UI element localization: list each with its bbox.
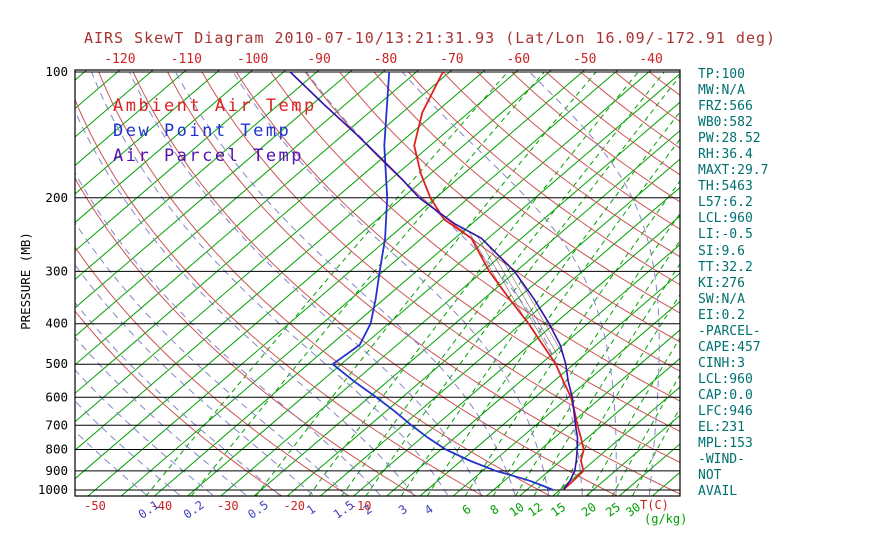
mixing-ratio-label: 15 [548, 500, 568, 520]
top-axis-tick: -120 [104, 52, 135, 67]
stat-line: -WIND- [698, 452, 745, 468]
top-axis-tick: -100 [237, 52, 268, 67]
top-axis-tick: -60 [507, 52, 530, 67]
pressure-tick: 600 [45, 389, 68, 404]
mixing-ratio-label: 2 [361, 502, 375, 518]
stat-line: CINH:3 [698, 355, 745, 371]
mixing-ratio-label: 25 [603, 500, 623, 520]
mixing-ratio-label: 6 [460, 502, 474, 518]
top-axis-tick: -80 [374, 52, 397, 67]
mixing-ratio-label: 0.5 [245, 498, 271, 522]
stat-line: -PARCEL- [698, 323, 761, 339]
bottom-axis-temp-tick: -20 [283, 499, 305, 513]
temp-unit-label: T(C) [640, 498, 669, 512]
top-axis-tick: -110 [171, 52, 202, 67]
stat-line: LI:-0.5 [698, 227, 753, 243]
stat-line: CAPE:457 [698, 339, 761, 355]
stat-line: MW:N/A [698, 83, 745, 99]
pressure-tick: 100 [45, 64, 68, 79]
legend-ambient-air-temp: Ambient Air Temp [113, 96, 317, 116]
mixing-ratio-label: 1 [304, 502, 318, 518]
stat-line: RH:36.4 [698, 147, 753, 163]
pressure-tick: 800 [45, 442, 68, 457]
pressure-axis-label: PRESSURE (MB) [18, 232, 33, 330]
mixing-ratio-label: 12 [525, 500, 545, 520]
stat-line: TP:100 [698, 67, 745, 82]
stat-line: SI:9.6 [698, 243, 745, 259]
stat-line: PW:28.52 [698, 131, 761, 147]
pressure-tick: 900 [45, 463, 68, 478]
stat-line: L57:6.2 [698, 195, 753, 211]
pressure-tick: 400 [45, 316, 68, 331]
stat-line: TT:32.2 [698, 259, 753, 275]
mixing-ratio-label: 30 [623, 500, 643, 520]
stat-line: SW:N/A [698, 291, 745, 307]
stat-line: LCL:960 [698, 371, 753, 387]
pressure-tick: 1000 [38, 482, 68, 497]
stat-line: EI:0.2 [698, 307, 745, 323]
pressure-tick: 700 [45, 417, 68, 432]
dew-point-temp-trace [331, 71, 554, 491]
mixing-ratio-label: 10 [507, 500, 527, 520]
mixing-ratio-label: 8 [488, 502, 502, 518]
stat-line: MAXT:29.7 [698, 163, 769, 179]
chart-title: AIRS SkewT Diagram 2010-07-10/13:21:31.9… [84, 29, 776, 47]
bottom-axis-temp-tick: -50 [84, 499, 106, 513]
top-axis-tick: -70 [440, 52, 463, 67]
stat-line: MPL:153 [698, 436, 753, 452]
pressure-tick: 500 [45, 356, 68, 371]
cape-hatch-region [453, 225, 563, 355]
top-axis-tick: -40 [639, 52, 662, 67]
stat-line: CAP:0.0 [698, 387, 753, 403]
stat-line: EL:231 [698, 420, 745, 436]
stat-line: FRZ:566 [698, 99, 753, 115]
pressure-line-layer [74, 69, 681, 497]
bottom-axis-temp-tick: -40 [151, 499, 173, 513]
ambient-air-temp-trace [413, 71, 585, 491]
stat-line: LFC:946 [698, 403, 753, 419]
pressure-tick: 300 [45, 263, 68, 278]
stat-line: AVAIL [698, 484, 738, 500]
stats-panel: TP:100 MW:N/A FRZ:566 WB0:582 PW:28.52 RH:36.… [698, 67, 868, 500]
mixing-ratio-label: 3 [396, 502, 410, 518]
legend-air-parcel-temp: Air Parcel Temp [113, 146, 304, 166]
stat-line: KI:276 [698, 275, 745, 291]
top-axis-tick: -90 [307, 52, 330, 67]
mixing-ratio-label: 20 [579, 500, 599, 520]
mixing-unit-label: (g/kg) [644, 512, 687, 526]
bottom-axis-temp-tick: -10 [350, 499, 372, 513]
sounding-trace-layer [289, 71, 585, 491]
stat-line: LCL:960 [698, 211, 753, 227]
mixing-ratio-label: 4 [422, 502, 436, 518]
top-axis-tick: -50 [573, 52, 596, 67]
legend-dew-point-temp: Dew Point Temp [113, 121, 291, 141]
pressure-tick: 200 [45, 190, 68, 205]
air-parcel-temp-trace [289, 71, 579, 491]
mixing-ratio-label: 0.2 [181, 498, 207, 522]
bottom-axis-temp-tick: -30 [217, 499, 239, 513]
stat-line: WB0:582 [698, 115, 753, 131]
stat-line: NOT [698, 468, 722, 484]
stat-line: TH:5463 [698, 179, 753, 195]
